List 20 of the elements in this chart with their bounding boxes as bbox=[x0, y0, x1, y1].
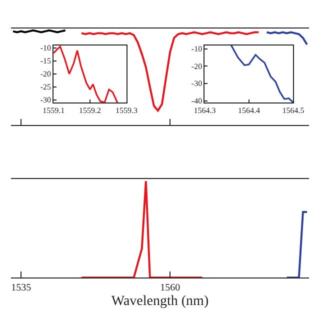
x-tick-label: 1564.5 bbox=[282, 106, 304, 116]
x-axis-title: Wavelength (nm) bbox=[111, 294, 209, 309]
y-tick-label: -10 bbox=[40, 44, 52, 53]
x-tick-label: 1559.2 bbox=[79, 106, 102, 116]
x-tick-label: 1564.3 bbox=[194, 106, 216, 116]
y-tick-label: -10 bbox=[191, 44, 202, 54]
y-tick-label: -20 bbox=[191, 62, 202, 71]
x-tick-label: 1559.1 bbox=[42, 106, 65, 116]
y-tick-label: -20 bbox=[40, 70, 52, 79]
line-series bbox=[230, 45, 294, 102]
y-tick-label: -25 bbox=[40, 82, 52, 92]
x-tick-label: 1559.3 bbox=[115, 106, 138, 116]
x-tick-label: 1535 bbox=[11, 282, 32, 294]
x-tick-label: 1564.4 bbox=[238, 106, 260, 116]
y-tick-label: -30 bbox=[40, 96, 52, 105]
y-tick-label: -15 bbox=[40, 56, 52, 66]
y-tick-label: -40 bbox=[191, 96, 202, 106]
line-series bbox=[54, 46, 118, 102]
x-tick-label: 1560 bbox=[160, 282, 180, 294]
y-tick-label: -30 bbox=[191, 79, 202, 88]
